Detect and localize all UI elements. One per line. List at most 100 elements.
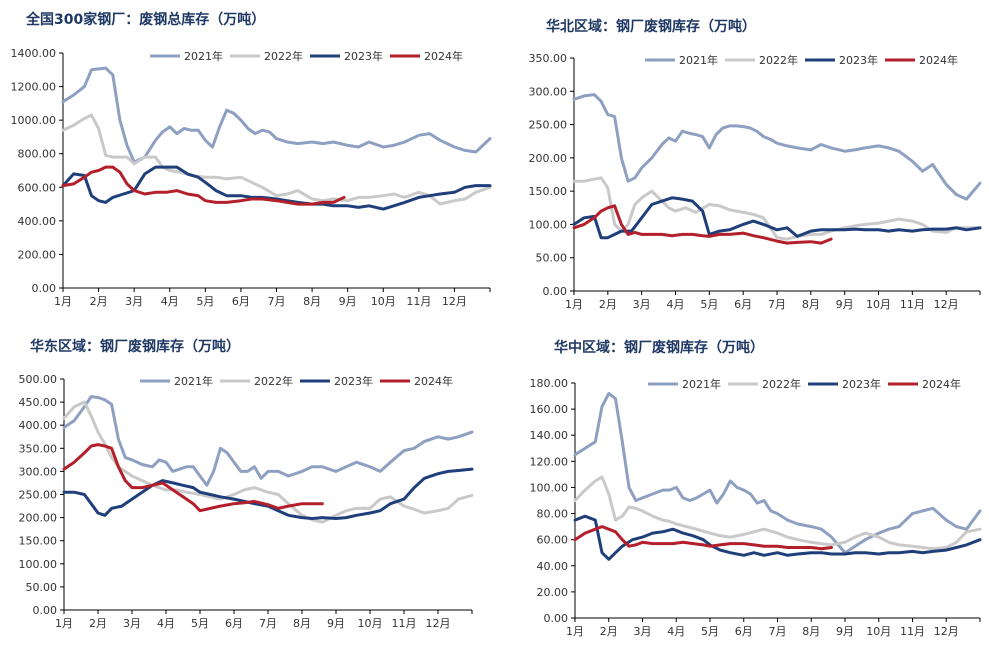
legend-label: 2022年	[264, 49, 303, 63]
y-tick-label: 0.00	[543, 285, 568, 298]
chart-title: 华东区域：钢厂废钢库存（万吨）	[30, 338, 240, 355]
x-tick-label: 7月	[259, 617, 277, 630]
x-tick-label: 6月	[232, 295, 250, 308]
y-tick-label: 40.00	[537, 560, 569, 573]
y-tick-label: 200.00	[18, 248, 57, 261]
y-tick-label: 400.00	[19, 419, 58, 432]
legend-label: 2022年	[762, 377, 801, 391]
x-tick-label: 5月	[196, 295, 214, 308]
y-tick-label: 600.00	[18, 181, 57, 194]
x-tick-label: 12月	[426, 617, 451, 630]
x-tick-label: 3月	[633, 298, 651, 311]
x-tick-label: 1月	[54, 295, 72, 308]
x-tick-label: 2月	[90, 295, 108, 308]
x-tick-label: 1月	[565, 298, 583, 311]
legend-label: 2024年	[922, 377, 961, 391]
series-line-2024	[572, 204, 833, 245]
series-line-2021	[573, 391, 982, 555]
x-tick-label: 11月	[900, 298, 925, 311]
x-tick-label: 2月	[599, 298, 617, 311]
y-tick-label: 50.00	[536, 252, 568, 265]
y-tick-label: 140.00	[530, 429, 569, 442]
legend-label: 2021年	[682, 377, 721, 391]
legend-label: 2023年	[839, 53, 878, 67]
x-tick-label: 10月	[371, 295, 396, 308]
y-tick-label: 300.00	[19, 465, 58, 478]
y-tick-label: 1400.00	[11, 47, 57, 60]
legend-label: 2023年	[842, 377, 881, 391]
legend-label: 2022年	[759, 53, 798, 67]
legend-label: 2023年	[334, 374, 373, 388]
y-tick-label: 0.00	[544, 612, 569, 625]
y-tick-label: 800.00	[18, 148, 57, 161]
x-tick-label: 8月	[293, 617, 311, 630]
series-line-2024	[61, 165, 346, 206]
x-tick-label: 1月	[566, 625, 584, 638]
y-tick-label: 200.00	[19, 512, 58, 525]
x-tick-label: 10月	[866, 625, 891, 638]
legend-label: 2024年	[919, 53, 958, 67]
y-tick-label: 80.00	[537, 508, 569, 521]
x-tick-label: 11月	[406, 295, 431, 308]
x-tick-label: 3月	[125, 295, 143, 308]
x-tick-label: 5月	[701, 625, 719, 638]
x-tick-label: 1月	[55, 617, 73, 630]
legend-label: 2024年	[414, 374, 453, 388]
x-tick-label: 8月	[802, 625, 820, 638]
y-tick-label: 100.00	[530, 481, 569, 494]
legend-label: 2021年	[679, 53, 718, 67]
y-tick-label: 200.00	[529, 152, 568, 165]
y-tick-label: 1200.00	[11, 81, 57, 94]
y-tick-label: 350.00	[19, 442, 58, 455]
legend-label: 2022年	[254, 374, 293, 388]
x-tick-label: 3月	[634, 625, 652, 638]
x-tick-label: 9月	[339, 295, 357, 308]
legend-label: 2021年	[174, 374, 213, 388]
x-tick-label: 12月	[934, 625, 959, 638]
y-tick-label: 20.00	[537, 586, 569, 599]
legend-label: 2023年	[344, 49, 383, 63]
x-tick-label: 8月	[802, 298, 820, 311]
y-tick-label: 300.00	[529, 85, 568, 98]
x-tick-label: 4月	[667, 298, 685, 311]
x-tick-label: 5月	[191, 617, 209, 630]
series-line-2022	[573, 475, 982, 551]
x-tick-label: 12月	[934, 298, 959, 311]
x-tick-label: 6月	[735, 625, 753, 638]
x-tick-label: 7月	[768, 298, 786, 311]
y-tick-label: 250.00	[529, 119, 568, 132]
legend-label: 2024年	[424, 49, 463, 63]
x-tick-label: 2月	[89, 617, 107, 630]
series-line-2023	[573, 514, 982, 561]
y-tick-label: 150.00	[19, 535, 58, 548]
x-tick-label: 4月	[157, 617, 175, 630]
chart-title: 全国300家钢厂：废钢总库存（万吨）	[25, 11, 265, 28]
x-tick-label: 12月	[442, 295, 467, 308]
x-tick-label: 6月	[225, 617, 243, 630]
x-tick-label: 5月	[700, 298, 718, 311]
y-tick-label: 350.00	[529, 52, 568, 65]
y-tick-label: 150.00	[529, 185, 568, 198]
series-line-2024	[573, 525, 833, 551]
x-tick-label: 10月	[866, 298, 891, 311]
y-tick-label: 1000.00	[11, 114, 57, 127]
series-line-2024	[62, 443, 324, 513]
series-line-2023	[61, 165, 492, 211]
x-tick-label: 8月	[303, 295, 321, 308]
chart-title: 华北区域：钢厂废钢库存（万吨）	[546, 18, 756, 35]
x-tick-label: 9月	[836, 625, 854, 638]
x-tick-label: 11月	[900, 625, 925, 638]
y-tick-label: 100.00	[19, 558, 58, 571]
x-tick-label: 9月	[836, 298, 854, 311]
y-tick-label: 0.00	[33, 604, 58, 617]
x-tick-label: 6月	[734, 298, 752, 311]
x-tick-label: 7月	[769, 625, 787, 638]
x-tick-label: 11月	[392, 617, 417, 630]
series-line-2021	[61, 66, 492, 164]
chart-national-300-mills: 全国300家钢厂：废钢总库存（万吨） 0.00 200.00 400.00 600.0…	[11, 11, 492, 308]
series-line-2022	[572, 176, 982, 241]
y-tick-label: 50.00	[26, 581, 58, 594]
y-tick-label: 180.00	[530, 377, 569, 390]
chart-title: 华中区域：钢厂废钢库存（万吨）	[554, 339, 764, 356]
